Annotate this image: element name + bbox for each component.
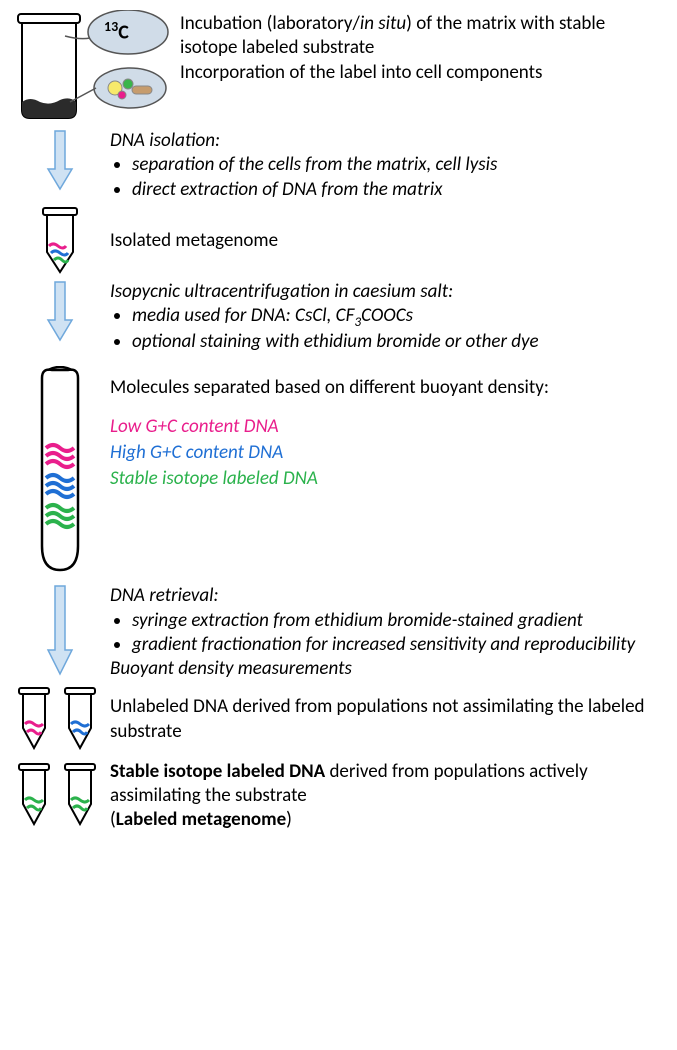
step-separation-tube: Molecules separated based on different b… <box>10 366 657 576</box>
step-isolated-metagenome: Isolated metagenome <box>10 206 657 276</box>
step-dna-isolation: DNA isolation: separation of the cells f… <box>10 129 657 202</box>
step-retrieval: DNA retrieval: syringe extraction from e… <box>10 584 657 681</box>
tube-pair-unlabeled-icon <box>10 686 110 754</box>
separation-heading: Molecules separated based on different b… <box>110 376 657 400</box>
step7-text: Unlabeled DNA derived from populations n… <box>110 695 657 744</box>
bottle-icon: 13C <box>10 10 180 125</box>
step4-text: Isopycnic ultracentrifugation in caesium… <box>110 280 657 354</box>
arrow-icon-3 <box>10 584 110 676</box>
step-isopycnic: Isopycnic ultracentrifugation in caesium… <box>10 280 657 354</box>
arrow-icon-1 <box>10 129 110 191</box>
band-high-gc: High G+C content DNA <box>110 441 657 465</box>
ultracentrifuge-tube-icon <box>10 366 110 576</box>
arrow-icon-2 <box>10 280 110 342</box>
tube-pair-labeled-icon <box>10 762 110 830</box>
step5-text: Molecules separated based on different b… <box>110 366 657 491</box>
step8-text: Stable isotope labeled DNA derived from … <box>110 760 657 833</box>
band-low-gc: Low G+C content DNA <box>110 415 657 439</box>
step2-text: DNA isolation: separation of the cells f… <box>110 129 657 202</box>
step6-text: DNA retrieval: syringe extraction from e… <box>110 584 657 681</box>
step1-text: Incubation (laboratory/in situ) of the m… <box>180 10 657 85</box>
isotope-label: 13C <box>104 18 129 45</box>
step-incubation: 13C Incubation (laboratory/in situ) of t… <box>10 10 657 125</box>
step-labeled-dna: Stable isotope labeled DNA derived from … <box>10 760 657 833</box>
tube-icon-metagenome <box>10 206 110 276</box>
step-unlabeled-dna: Unlabeled DNA derived from populations n… <box>10 686 657 754</box>
step3-text: Isolated metagenome <box>110 229 657 253</box>
band-labeled: Stable isotope labeled DNA <box>110 467 657 491</box>
